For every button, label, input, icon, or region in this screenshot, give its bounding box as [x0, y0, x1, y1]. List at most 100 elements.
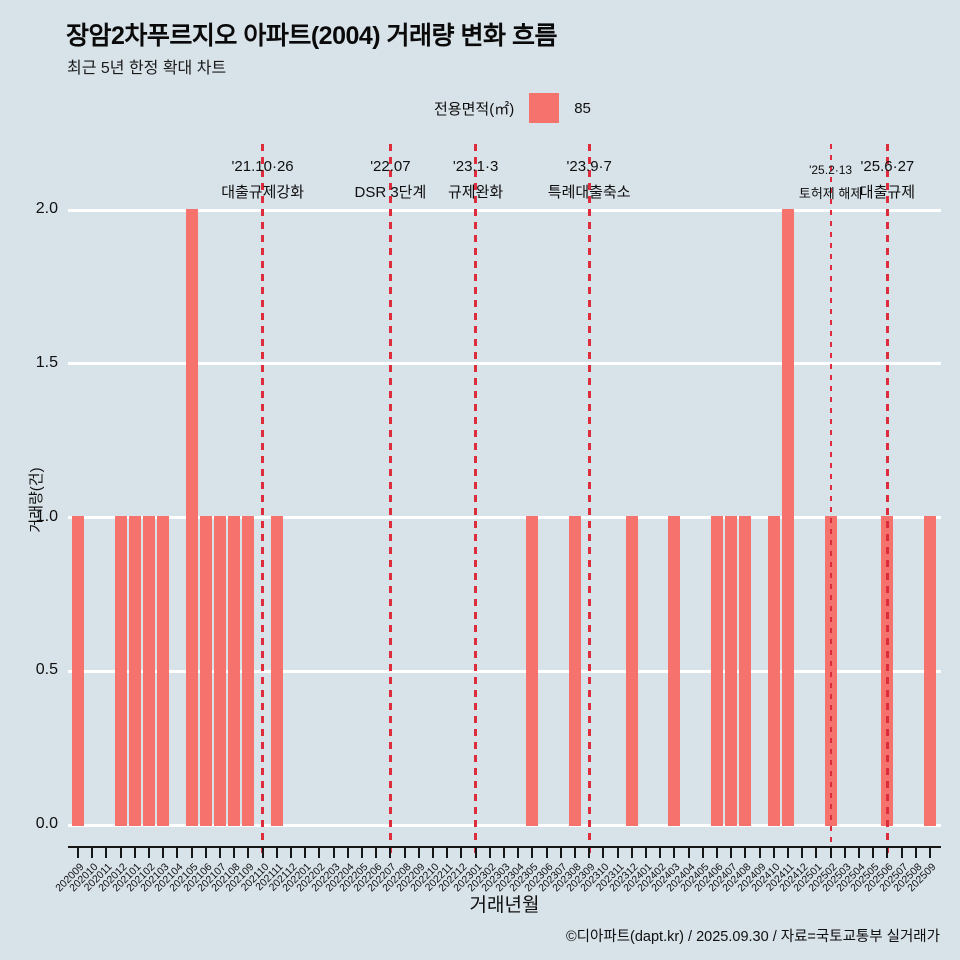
bar: [924, 516, 936, 826]
bar: [725, 516, 738, 826]
legend: 전용면적(㎡) 85: [434, 93, 591, 123]
x-tick: [162, 848, 165, 858]
x-tick: [730, 848, 733, 858]
annotation-line: [474, 144, 478, 857]
x-tick: [673, 848, 676, 858]
legend-swatch: [529, 93, 560, 123]
x-tick: [801, 848, 804, 858]
x-tick: [304, 848, 307, 858]
bar: [114, 516, 127, 826]
x-tick: [290, 848, 292, 858]
x-tick: [843, 848, 846, 858]
x-tick: [929, 848, 931, 858]
x-tick: [389, 848, 392, 858]
x-tick: [858, 848, 860, 858]
annotation-line: [885, 144, 889, 857]
annotation-label: 대출규제강화: [221, 184, 304, 201]
y-axis-title: 거래량(건): [28, 467, 45, 533]
x-tick: [432, 848, 434, 858]
annotation-date: '21.10·26: [231, 158, 294, 175]
x-tick: [403, 848, 406, 858]
gridline: [68, 208, 941, 212]
x-tick: [233, 848, 236, 858]
x-tick: [886, 848, 889, 858]
bar: [782, 208, 794, 826]
x-tick: [247, 848, 250, 858]
annotation-label: 대출규제: [859, 184, 915, 201]
x-tick: [758, 848, 761, 858]
bar: [526, 516, 539, 826]
legend-label: 전용면적(㎡): [434, 100, 515, 118]
x-axis-title: 거래년월: [469, 895, 540, 916]
bar: [72, 516, 84, 826]
bar: [668, 516, 681, 826]
x-tick: [630, 848, 633, 858]
x-tick: [219, 848, 221, 858]
x-tick: [261, 848, 264, 858]
bar: [767, 516, 780, 826]
annotation-label: 특례대출축소: [547, 184, 631, 201]
x-tick: [332, 848, 335, 858]
x-tick: [77, 848, 79, 858]
x-tick: [105, 848, 108, 858]
x-tick: [474, 848, 477, 858]
annotation-label: DSR 3단계: [354, 184, 427, 201]
bar: [185, 208, 198, 826]
gridline: [68, 516, 941, 519]
annotation-label: 규제완화: [447, 184, 504, 201]
x-tick: [531, 848, 534, 858]
annotation-date: '22.07: [370, 158, 411, 175]
x-tick: [787, 848, 789, 858]
x-tick: [488, 848, 491, 858]
page-title: 장암2차푸르지오 아파트(2004) 거래량 변화 흐름: [66, 22, 557, 50]
x-tick: [645, 848, 647, 858]
gridline: [68, 362, 941, 366]
x-tick: [574, 848, 576, 858]
bar: [625, 516, 638, 826]
x-tick: [588, 848, 591, 858]
x-tick: [446, 848, 449, 858]
y-tick-label: 2.0: [35, 200, 58, 217]
x-tick: [772, 848, 775, 858]
x-tick: [275, 848, 278, 858]
bar: [228, 516, 241, 826]
annotation-date: '25.2·13: [809, 163, 853, 177]
bar: [270, 516, 283, 826]
bar: [157, 516, 170, 826]
x-tick: [361, 848, 363, 858]
x-tick: [517, 848, 520, 858]
x-tick: [176, 848, 179, 858]
x-tick: [701, 848, 704, 858]
x-tick: [503, 848, 505, 858]
annotation-date: '23.9·7: [566, 158, 612, 175]
bar: [143, 516, 155, 826]
annotation-date: '25.6·27: [860, 158, 915, 175]
x-tick: [375, 848, 378, 858]
annotation-line: [388, 144, 392, 857]
y-tick-label: 1.0: [35, 507, 58, 525]
x-tick: [417, 848, 420, 858]
bar: [242, 516, 255, 826]
bar: [711, 516, 723, 826]
annotation-date: '23.1·3: [452, 158, 499, 175]
x-tick: [616, 848, 619, 858]
y-tick-label: 0.0: [35, 815, 58, 832]
x-tick: [914, 848, 917, 858]
bar: [569, 516, 581, 826]
bar: [739, 516, 752, 826]
x-tick: [659, 848, 662, 858]
x-tick: [687, 848, 690, 858]
x-tick: [346, 848, 349, 858]
x-tick: [119, 848, 122, 858]
gridline: [68, 669, 941, 673]
annotation-line: [261, 144, 265, 857]
x-tick: [900, 848, 903, 858]
legend-value: 85: [574, 99, 591, 117]
y-tick-label: 1.5: [35, 353, 58, 371]
gridline: [68, 823, 941, 827]
annotation-line: [829, 144, 832, 857]
x-axis-line: [68, 846, 941, 848]
x-tick: [744, 848, 747, 858]
bar: [128, 516, 141, 826]
